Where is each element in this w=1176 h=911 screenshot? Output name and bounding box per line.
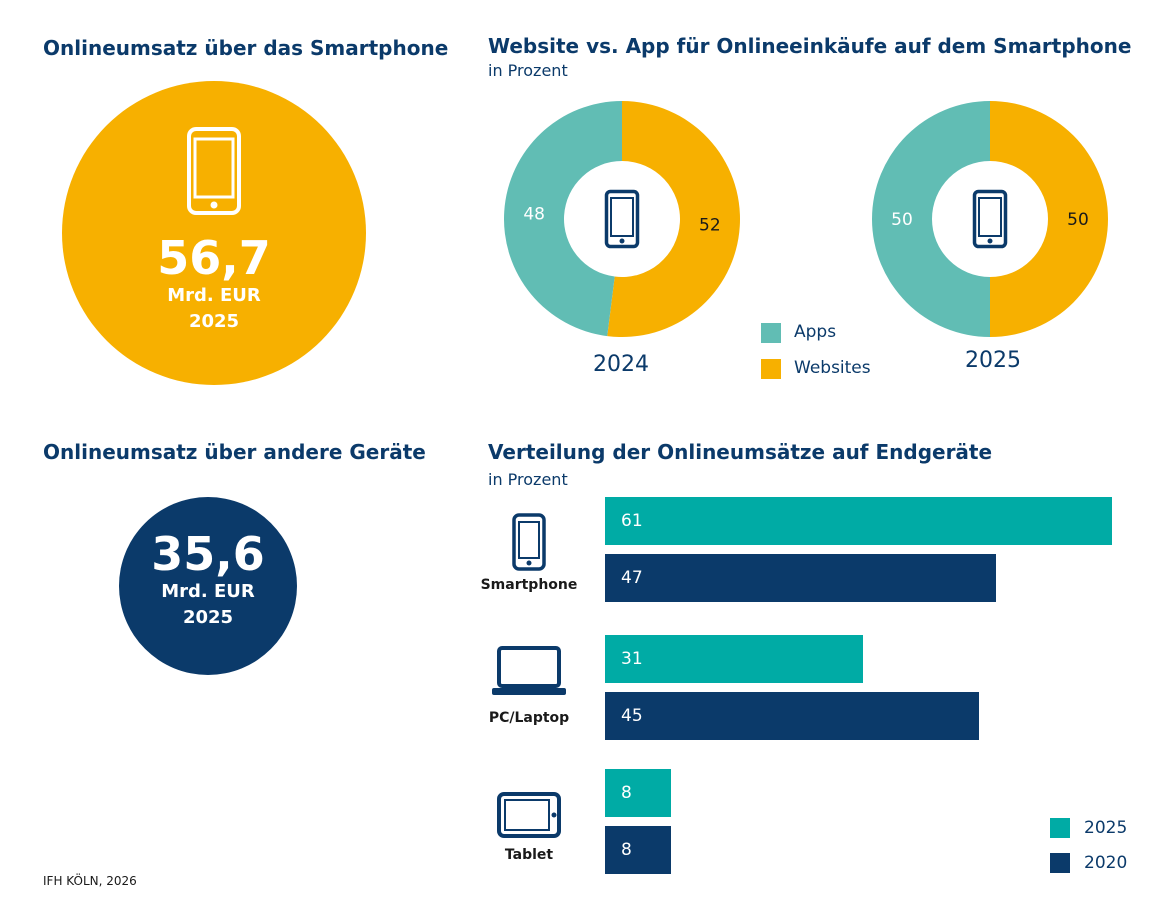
bar-value-label: 8 <box>621 783 632 803</box>
donut-year-2025: 2025 <box>965 348 1021 373</box>
smartphone-total-unit: Mrd. EUR <box>167 285 261 306</box>
donut-section-title: Website vs. App für Onlineeinkäufe auf d… <box>488 34 1132 58</box>
donut-section-subtitle: in Prozent <box>488 61 568 80</box>
donut-slice-websites-2024 <box>607 101 740 337</box>
donut-value-apps-2024: 48 <box>523 204 545 224</box>
legend-label-websites: Websites <box>794 358 871 378</box>
bar-smartphone-2020: 47 <box>605 554 996 602</box>
device-label-smartphone: Smartphone <box>480 577 578 593</box>
donut-slice-apps-2025 <box>872 101 990 337</box>
source-footer: IFH KÖLN, 2026 <box>43 874 137 888</box>
device-label-laptop: PC/Laptop <box>488 710 570 726</box>
donut-value-websites-2024: 52 <box>699 216 721 236</box>
bar-value-label: 47 <box>621 568 643 588</box>
bar-value-label: 8 <box>621 840 632 860</box>
legend-swatch-2025 <box>1050 818 1070 838</box>
bar-pclaptop-2020: 45 <box>605 692 980 740</box>
donut-year-2024: 2024 <box>593 352 649 377</box>
bar-tablet-2020: 8 <box>605 826 672 874</box>
donut-slice-websites-2025 <box>990 101 1108 337</box>
other-devices-unit: Mrd. EUR <box>161 581 255 602</box>
legend-swatch-2020 <box>1050 853 1070 873</box>
smartphone-total-year: 2025 <box>188 311 240 332</box>
bar-section-title: Verteilung der Onlineumsätze auf Endgerä… <box>488 440 993 464</box>
smartphone-icon <box>187 127 241 215</box>
donut-slice-apps-2024 <box>504 101 622 337</box>
laptop-icon <box>492 646 566 695</box>
bar-value-label: 31 <box>621 649 643 669</box>
legend-label-2020: 2020 <box>1084 853 1128 873</box>
legend-swatch-websites <box>761 359 781 379</box>
smartphone-icon <box>972 189 1008 249</box>
other-devices-value: 35,6 <box>151 527 265 581</box>
bar-value-label: 61 <box>621 511 643 531</box>
smartphone-icon <box>512 513 546 571</box>
donut-value-apps-2025: 50 <box>891 210 913 230</box>
other-devices-circle: 35,6 Mrd. EUR 2025 <box>119 497 297 675</box>
bar-pclaptop-2025: 31 <box>605 635 863 683</box>
smartphone-icon <box>604 189 640 249</box>
legend-label-apps: Apps <box>794 322 837 342</box>
smartphone-total-value: 56,7 <box>157 231 271 285</box>
bar-value-label: 45 <box>621 706 643 726</box>
device-label-tablet: Tablet <box>504 847 554 863</box>
smartphone-total-title: Onlineumsatz über das Smartphone <box>43 36 449 60</box>
other-devices-year: 2025 <box>182 607 234 628</box>
bar-tablet-2025: 8 <box>605 769 672 817</box>
donut-chart-2025: 50 50 <box>872 101 1108 337</box>
bar-chart: 61 47 31 45 8 8 <box>605 497 1125 877</box>
legend-label-2025: 2025 <box>1084 818 1128 838</box>
bar-section-subtitle: in Prozent <box>488 470 568 489</box>
donut-chart-2024: 52 48 <box>504 101 740 337</box>
smartphone-total-circle: 56,7 Mrd. EUR 2025 <box>62 81 366 385</box>
other-devices-title: Onlineumsatz über andere Geräte <box>43 440 426 464</box>
legend-swatch-apps <box>761 323 781 343</box>
bar-smartphone-2025: 61 <box>605 497 1112 545</box>
tablet-icon <box>497 792 561 838</box>
donut-value-websites-2025: 50 <box>1067 210 1089 230</box>
